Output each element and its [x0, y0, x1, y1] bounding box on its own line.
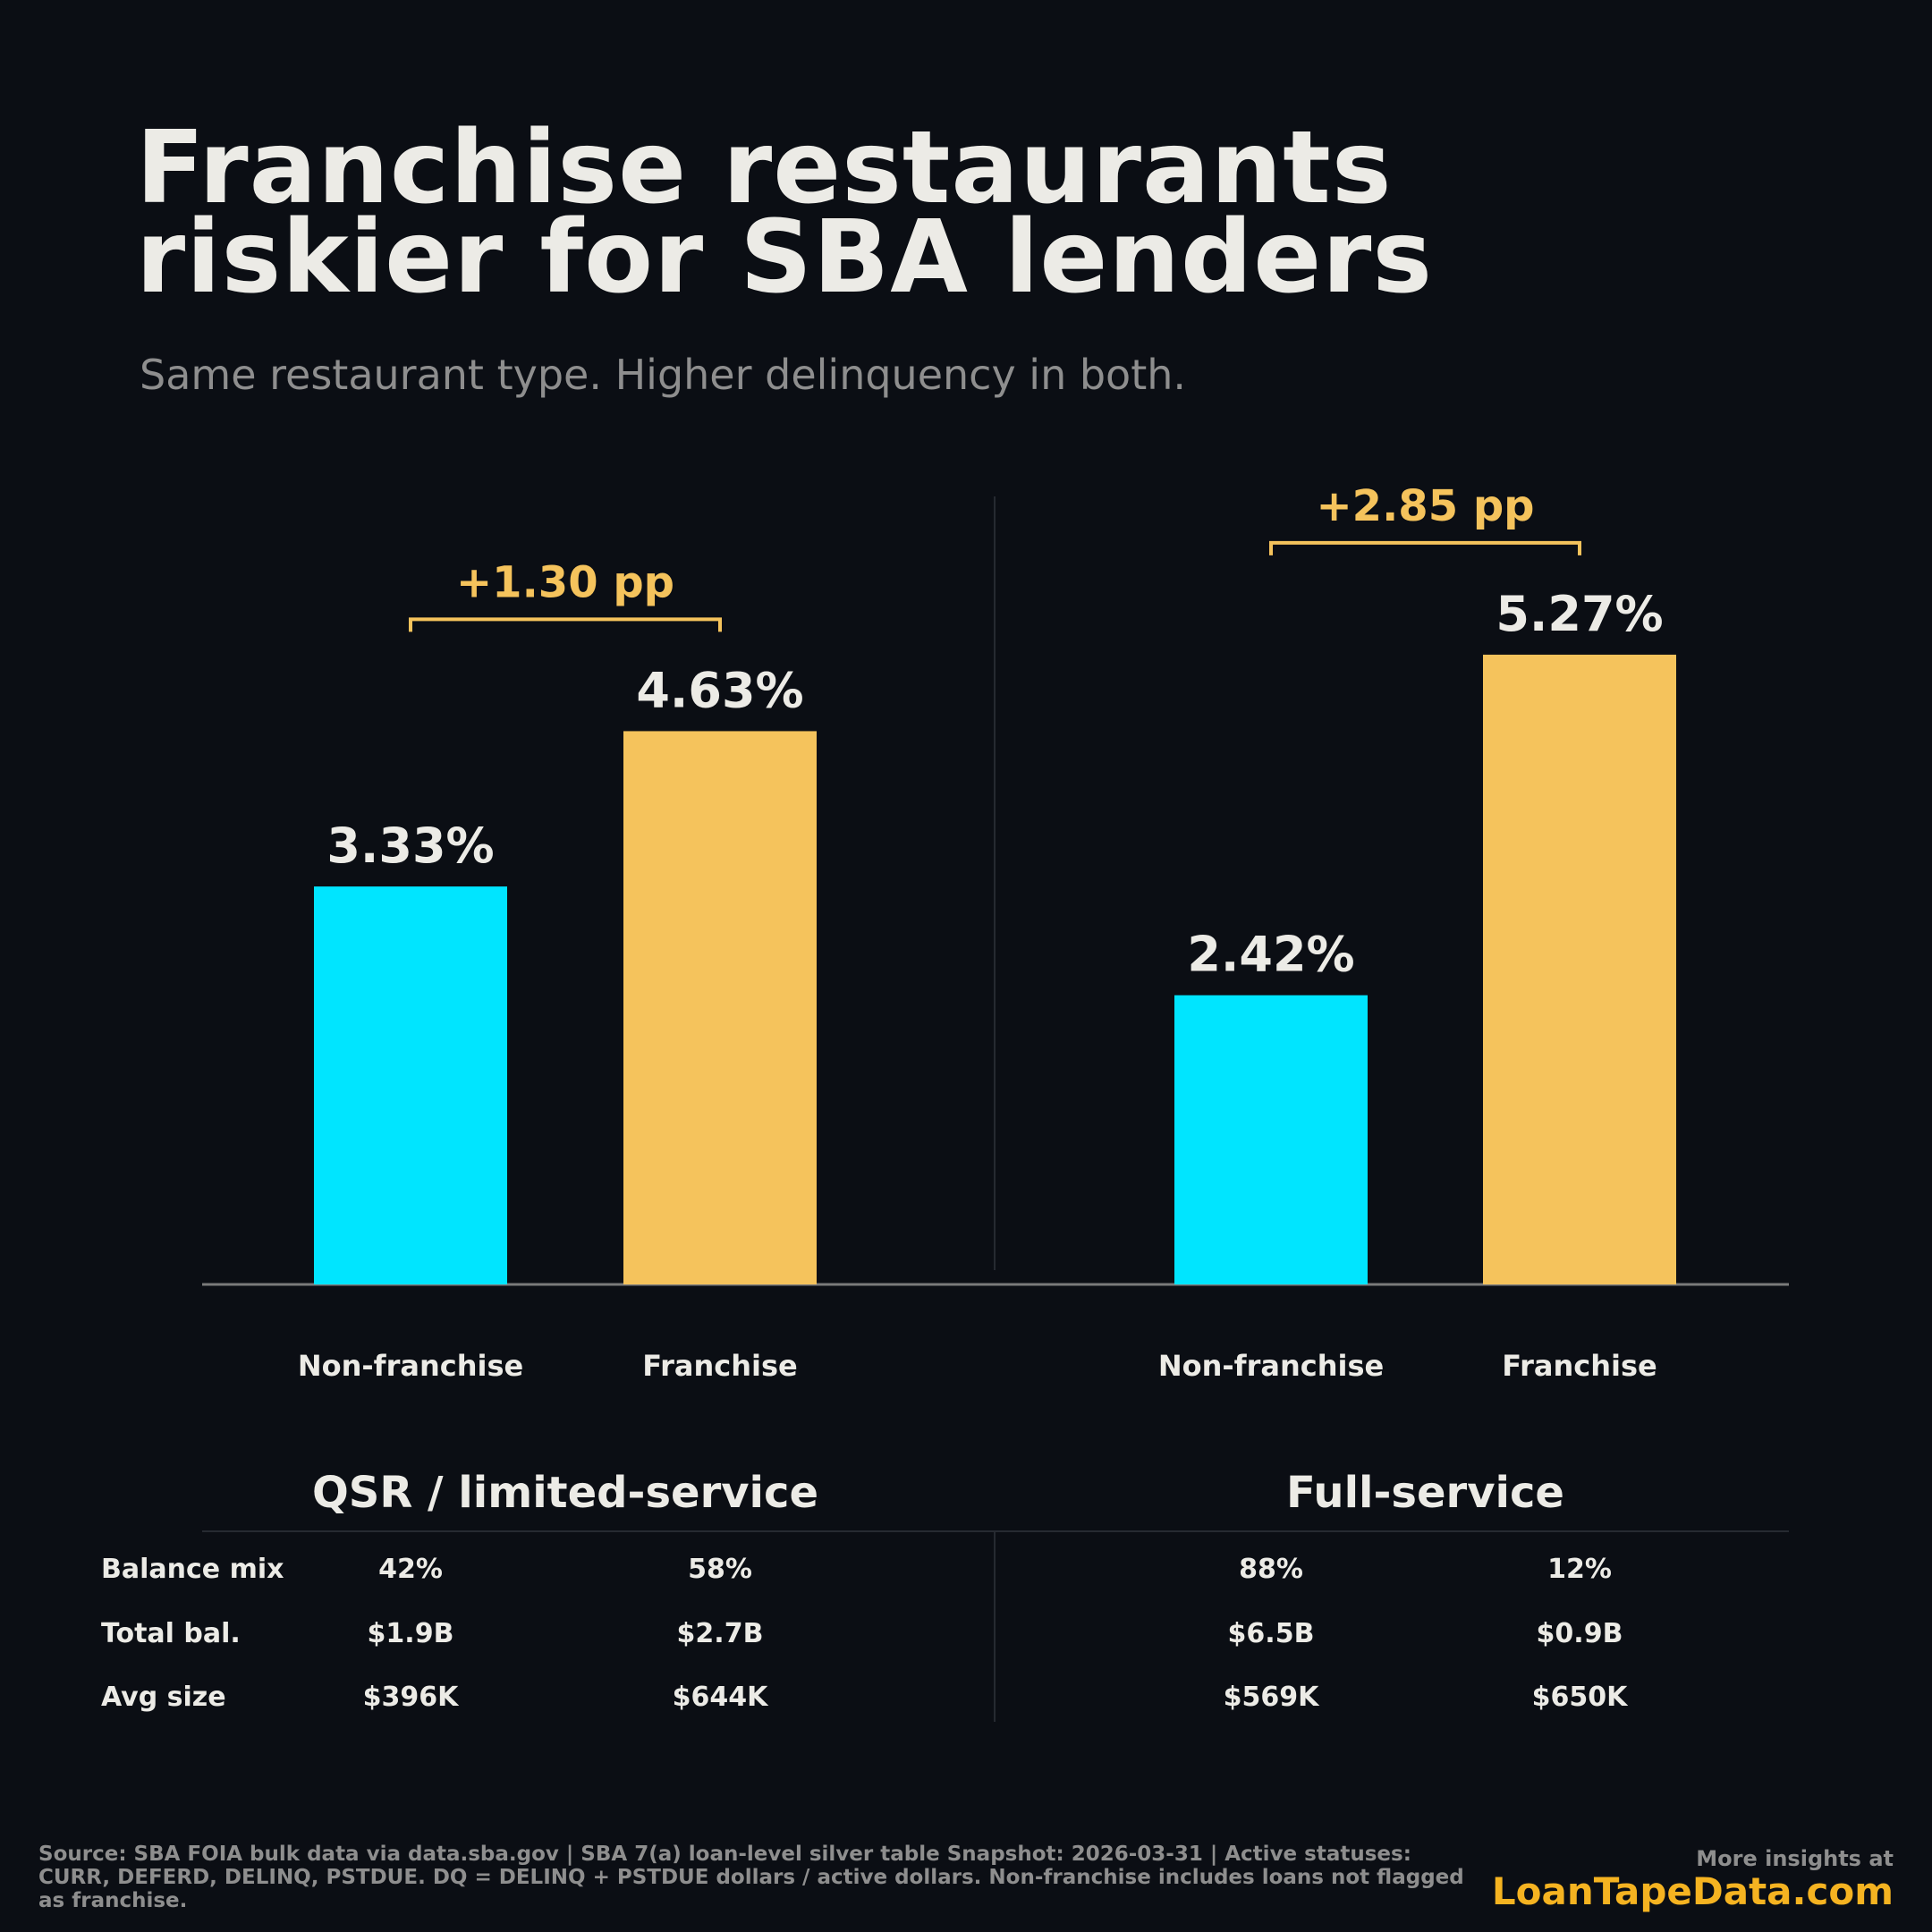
chart-subtitle: Same restaurant type. Higher delinquency…: [140, 351, 1187, 399]
category-label: Non-franchise: [1158, 1349, 1384, 1383]
value-label: 5.27%: [1496, 586, 1663, 642]
delta-bracket-1: [409, 617, 722, 632]
value-label: 4.63%: [636, 662, 803, 718]
value-label: 3.33%: [326, 818, 494, 874]
table-cell: 12%: [1547, 1554, 1612, 1585]
delta-label: +2.85 pp: [1316, 481, 1534, 531]
table-cell: $569K: [1224, 1682, 1320, 1713]
title-line-2: riskier for SBA lenders: [136, 199, 1434, 316]
table-cell: $650K: [1532, 1682, 1629, 1713]
table-cell: $0.9B: [1537, 1618, 1623, 1649]
delta-label: +1.30 pp: [456, 557, 674, 607]
table-cell: 88%: [1239, 1554, 1303, 1585]
table-cell: $396K: [363, 1682, 460, 1713]
table-cell: $2.7B: [677, 1618, 764, 1649]
bar-non-franchise-1: [314, 886, 507, 1284]
delta-bracket-2: [1269, 540, 1581, 555]
source-note: Source: SBA FOIA bulk data via data.sba.…: [38, 1843, 1464, 1912]
bar-chart: 3.33% Non-franchise 4.63% Franchise +1.30 pp…: [101, 481, 1789, 1722]
category-label: Franchise: [642, 1349, 797, 1383]
category-label: Franchise: [1502, 1349, 1657, 1383]
table-cell: 58%: [688, 1554, 752, 1585]
category-label: Non-franchise: [298, 1349, 523, 1383]
more-insights-label: More insights at: [1696, 1846, 1894, 1871]
title-line-1: Franchise restaurants: [136, 110, 1393, 226]
bar-franchise-1: [623, 731, 817, 1284]
panel-title: QSR / limited-service: [312, 1468, 818, 1518]
table-cell: $1.9B: [368, 1618, 454, 1649]
table-cell: $644K: [673, 1682, 769, 1713]
panel-title: Full-service: [1286, 1468, 1564, 1518]
bar-non-franchise-2: [1174, 995, 1368, 1284]
brand-link[interactable]: LoanTapeData.com: [1491, 1869, 1894, 1913]
table-cell: 42%: [378, 1554, 443, 1585]
chart-title: Franchise restaurants riskier for SBA le…: [136, 110, 1434, 316]
table-cell: $6.5B: [1228, 1618, 1315, 1649]
bar-franchise-2: [1483, 654, 1676, 1284]
table-row-label: Balance mix: [101, 1554, 284, 1585]
table-row-label: Avg size: [101, 1682, 226, 1713]
value-label: 2.42%: [1187, 927, 1354, 983]
table-row-label: Total bal.: [101, 1618, 241, 1649]
